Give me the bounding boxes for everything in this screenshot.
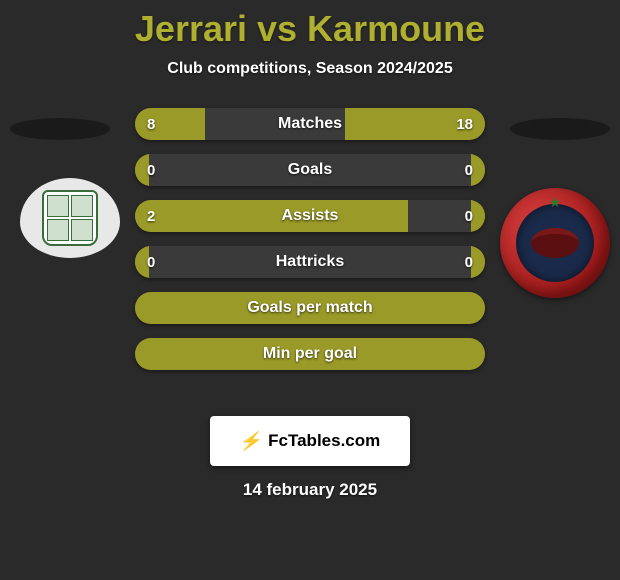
club-logo-left: [20, 178, 120, 258]
shadow-right: [510, 118, 610, 140]
stat-row: Matches8 18: [135, 108, 485, 140]
stat-value-left: 0: [147, 254, 155, 271]
branding-label: FcTables.com: [268, 431, 380, 451]
star-icon: ★: [549, 194, 562, 211]
bolt-icon: ⚡: [238, 431, 264, 452]
stat-value-left: 0: [147, 162, 155, 179]
stat-row: Goals per match: [135, 292, 485, 324]
stat-label: Assists: [135, 207, 485, 225]
stat-bars: Matches818Goals00Assists20Hattricks00Goa…: [135, 108, 485, 384]
stat-label: Goals per match: [135, 299, 485, 317]
stat-label: Matches: [135, 115, 485, 133]
shadow-left: [10, 118, 110, 140]
stat-row: Min per goal: [135, 338, 485, 370]
branding-badge: ⚡ FcTables.com: [210, 416, 410, 466]
stat-row: Goals0 0: [135, 154, 485, 186]
stat-row: Hattricks0 0: [135, 246, 485, 278]
stat-label: Hattricks: [135, 253, 485, 271]
stat-value-left: 2: [147, 208, 155, 225]
crest-icon: [42, 190, 98, 246]
stat-value-right: 0: [465, 208, 473, 225]
subtitle: Club competitions, Season 2024/2025: [0, 60, 620, 78]
stat-label: Min per goal: [135, 345, 485, 363]
stat-label: Goals: [135, 161, 485, 179]
club-logo-right: ★: [500, 188, 610, 298]
stat-value-right: 18: [456, 116, 473, 133]
stat-value-left: 8: [147, 116, 155, 133]
comparison-content: ★ Matches818Goals00Assists20Hattricks00G…: [0, 108, 620, 408]
date-label: 14 february 2025: [0, 480, 620, 500]
stat-value-right: 0: [465, 162, 473, 179]
stat-row: Assists2 0: [135, 200, 485, 232]
page-title: Jerrari vs Karmoune: [0, 0, 620, 50]
logo-inner: [516, 204, 594, 282]
stat-value-right: 0: [465, 254, 473, 271]
ball-icon: [531, 228, 579, 258]
